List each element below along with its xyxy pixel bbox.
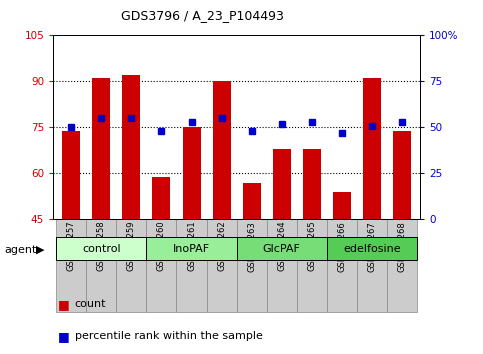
Text: control: control: [82, 244, 121, 254]
FancyBboxPatch shape: [116, 219, 146, 312]
Bar: [242, 183, 261, 219]
Bar: [363, 78, 381, 219]
Bar: [213, 81, 231, 219]
Text: percentile rank within the sample: percentile rank within the sample: [75, 331, 263, 341]
Text: ■: ■: [58, 298, 70, 311]
Bar: [122, 75, 141, 219]
Text: edelfosine: edelfosine: [343, 244, 401, 254]
Text: ▶: ▶: [36, 245, 45, 255]
Bar: [62, 131, 80, 219]
Text: ■: ■: [58, 330, 70, 343]
Text: GlcPAF: GlcPAF: [263, 244, 301, 254]
Bar: [56, 237, 146, 260]
FancyBboxPatch shape: [146, 219, 176, 312]
FancyBboxPatch shape: [237, 219, 267, 312]
FancyBboxPatch shape: [56, 219, 86, 312]
FancyBboxPatch shape: [207, 219, 237, 312]
FancyBboxPatch shape: [297, 219, 327, 312]
Bar: [393, 131, 411, 219]
Bar: [273, 149, 291, 219]
FancyBboxPatch shape: [387, 219, 417, 312]
Text: InoPAF: InoPAF: [173, 244, 210, 254]
Text: agent: agent: [5, 245, 37, 255]
Bar: [153, 177, 170, 219]
Bar: [303, 149, 321, 219]
Text: count: count: [75, 299, 106, 309]
Bar: [183, 127, 200, 219]
Bar: [146, 237, 237, 260]
FancyBboxPatch shape: [327, 219, 357, 312]
Bar: [333, 192, 351, 219]
Bar: [327, 237, 417, 260]
FancyBboxPatch shape: [357, 219, 387, 312]
Text: GDS3796 / A_23_P104493: GDS3796 / A_23_P104493: [121, 9, 284, 22]
Bar: [92, 78, 110, 219]
FancyBboxPatch shape: [267, 219, 297, 312]
Bar: [237, 237, 327, 260]
FancyBboxPatch shape: [86, 219, 116, 312]
FancyBboxPatch shape: [176, 219, 207, 312]
